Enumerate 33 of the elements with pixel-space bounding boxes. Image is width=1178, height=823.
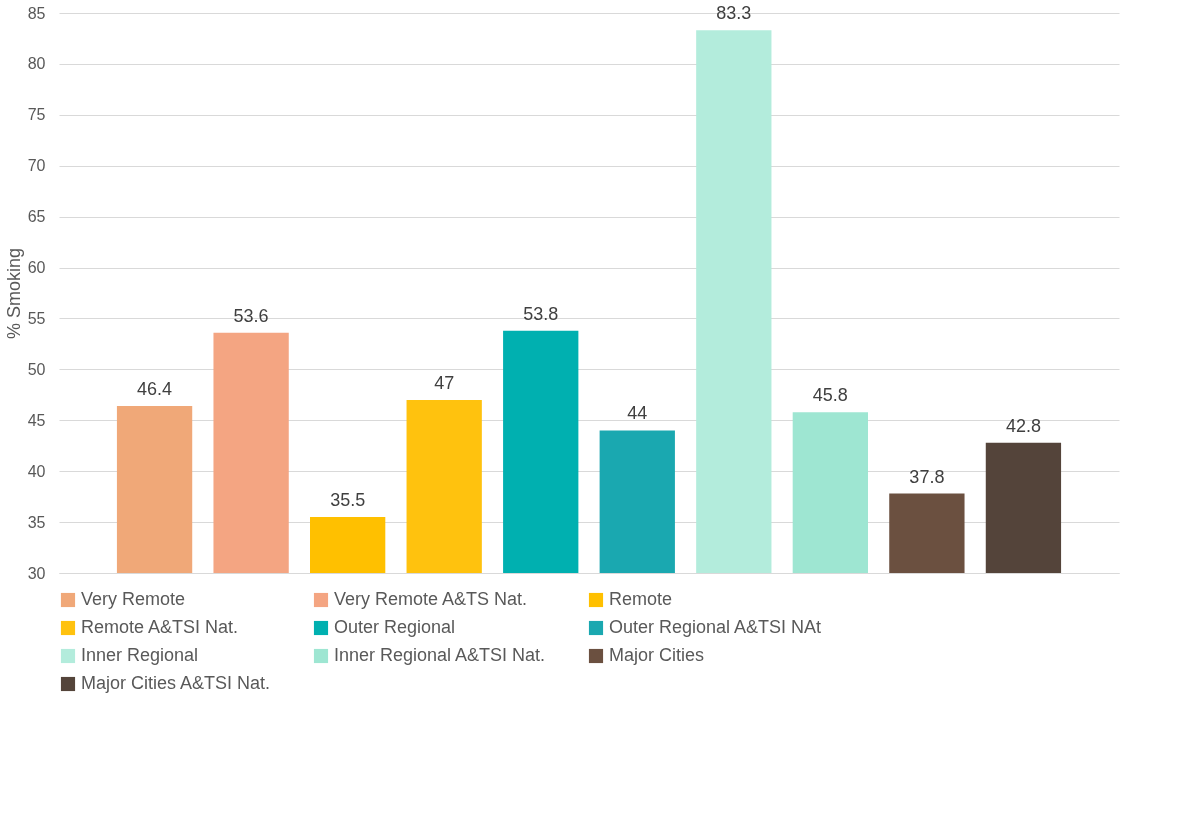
data-label: 45.8 <box>812 385 848 406</box>
y-tick-label: 80 <box>27 55 46 73</box>
data-label: 46.4 <box>137 379 173 400</box>
data-label: 47 <box>434 372 455 393</box>
legend-label: Very Remote A&TS Nat. <box>334 589 528 609</box>
legend-label: Very Remote <box>81 589 186 609</box>
y-tick-label: 60 <box>27 259 46 277</box>
y-tick-label: 30 <box>27 564 46 582</box>
legend-label: Major Cities A&TSI Nat. <box>81 673 271 693</box>
data-label: 37.8 <box>909 466 945 487</box>
legend-label: Outer Regional <box>334 617 456 637</box>
data-label: 83.3 <box>716 3 752 24</box>
legend-label: Remote <box>609 589 673 609</box>
legend-label: Remote A&TSI Nat. <box>81 617 239 637</box>
y-tick-label: 55 <box>27 309 46 327</box>
data-label: 35.5 <box>330 490 366 510</box>
legend-label: Outer Regional A&TSI NAt <box>609 617 822 637</box>
y-tick-label: 35 <box>27 513 46 531</box>
data-label: 53.6 <box>233 305 269 326</box>
y-tick-label: 75 <box>27 106 46 124</box>
legend-label: Inner Regional A&TSI Nat. <box>334 645 546 665</box>
y-tick-label: 40 <box>27 462 46 480</box>
legend-label: Inner Regional <box>81 645 199 665</box>
legend-label: Major Cities <box>609 645 705 665</box>
data-label: 44 <box>627 403 648 424</box>
y-tick-label: 70 <box>27 157 46 175</box>
data-label: 42.8 <box>1005 415 1041 436</box>
data-label: 53.8 <box>523 303 559 324</box>
y-tick-label: 85 <box>27 4 46 22</box>
y-tick-label: 65 <box>27 208 46 226</box>
y-axis-title: % Smoking <box>3 247 24 340</box>
y-tick-label: 50 <box>27 360 46 378</box>
y-tick-label: 45 <box>27 411 46 429</box>
